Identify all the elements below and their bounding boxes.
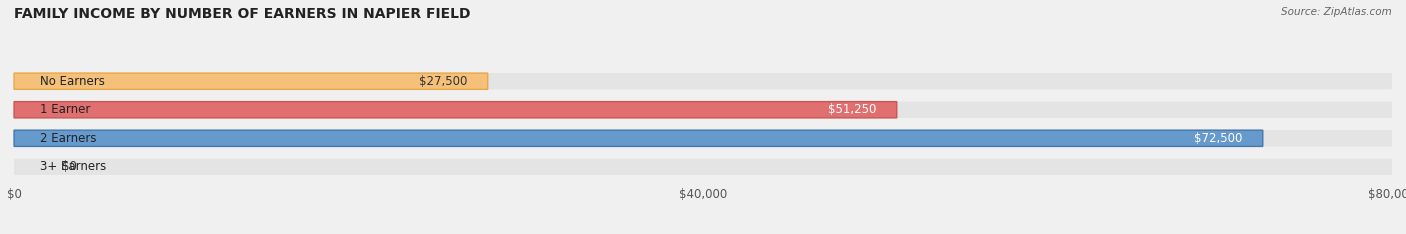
Text: $0: $0: [62, 160, 77, 173]
Text: 3+ Earners: 3+ Earners: [39, 160, 105, 173]
Text: $51,250: $51,250: [828, 103, 876, 116]
FancyBboxPatch shape: [14, 159, 1392, 175]
FancyBboxPatch shape: [14, 130, 1392, 146]
FancyBboxPatch shape: [14, 73, 488, 89]
FancyBboxPatch shape: [14, 73, 1392, 89]
Text: 2 Earners: 2 Earners: [39, 132, 97, 145]
FancyBboxPatch shape: [14, 102, 897, 118]
Text: $27,500: $27,500: [419, 75, 467, 88]
Text: $72,500: $72,500: [1194, 132, 1241, 145]
Text: FAMILY INCOME BY NUMBER OF EARNERS IN NAPIER FIELD: FAMILY INCOME BY NUMBER OF EARNERS IN NA…: [14, 7, 471, 21]
FancyBboxPatch shape: [14, 130, 1263, 146]
FancyBboxPatch shape: [14, 102, 1392, 118]
Text: No Earners: No Earners: [39, 75, 105, 88]
Text: 1 Earner: 1 Earner: [39, 103, 90, 116]
Text: Source: ZipAtlas.com: Source: ZipAtlas.com: [1281, 7, 1392, 17]
